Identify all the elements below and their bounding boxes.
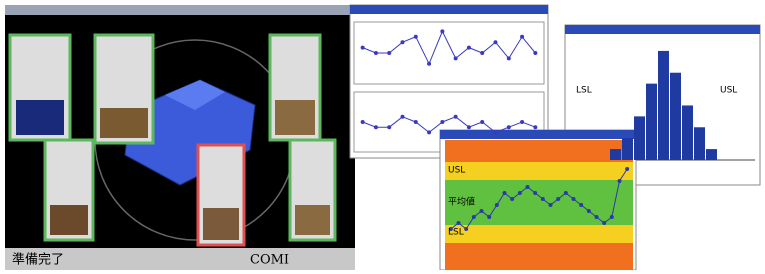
point	[361, 120, 365, 124]
title-bar	[350, 5, 548, 14]
page: 準備完了 COMI USL平均値LSLUSLLSL (() => { const…	[0, 0, 765, 270]
point	[610, 215, 614, 219]
point	[401, 40, 405, 44]
point	[480, 51, 484, 55]
point	[467, 46, 471, 50]
panel-image	[100, 108, 148, 138]
histogram-bar	[706, 149, 717, 160]
histogram-bar	[694, 127, 705, 160]
point	[494, 130, 498, 134]
histogram-bar	[610, 149, 621, 160]
zone-red	[445, 243, 633, 270]
point	[507, 56, 511, 60]
panel-image	[50, 205, 88, 235]
point	[427, 130, 431, 134]
point	[414, 35, 418, 39]
zone-red	[445, 140, 633, 162]
zone-yellow	[445, 225, 633, 243]
point	[507, 125, 511, 129]
point	[495, 203, 499, 207]
point	[480, 120, 484, 124]
point	[374, 125, 378, 129]
point	[361, 46, 365, 50]
histogram-bar	[634, 116, 645, 160]
point	[518, 191, 522, 195]
point	[494, 40, 498, 44]
panel-image	[275, 100, 315, 135]
status-right: COMI	[250, 253, 289, 268]
point	[440, 29, 444, 33]
point	[564, 191, 568, 195]
point	[454, 115, 458, 119]
histogram-bar	[646, 84, 657, 160]
point	[587, 209, 591, 213]
point	[625, 167, 629, 171]
point	[549, 203, 553, 207]
point	[533, 191, 537, 195]
point	[472, 215, 476, 219]
point	[520, 120, 524, 124]
zone-yellow	[445, 162, 633, 180]
title-bar	[5, 5, 355, 15]
point	[440, 120, 444, 124]
point	[387, 125, 391, 129]
status-left: 準備完了	[12, 252, 64, 268]
point	[427, 62, 431, 66]
point	[401, 115, 405, 119]
point	[467, 125, 471, 129]
point	[510, 197, 514, 201]
histogram-bar	[670, 73, 681, 160]
point	[602, 221, 606, 225]
spec-label: LSL	[576, 86, 592, 96]
point	[503, 191, 507, 195]
histogram-bar	[622, 138, 633, 160]
histogram-bar	[682, 105, 693, 160]
title-bar	[440, 130, 636, 139]
point	[618, 179, 622, 183]
zone-label: USL	[448, 166, 465, 176]
point	[387, 51, 391, 55]
point	[464, 227, 468, 231]
point	[556, 197, 560, 201]
point	[541, 197, 545, 201]
point	[374, 51, 378, 55]
point	[572, 197, 576, 201]
point	[457, 221, 461, 225]
point	[533, 125, 537, 129]
panel-image	[16, 100, 64, 135]
point	[579, 203, 583, 207]
zone-label: LSL	[448, 228, 464, 238]
panel-image	[295, 205, 330, 235]
point	[454, 56, 458, 60]
point	[526, 185, 530, 189]
point	[520, 35, 524, 39]
zone-label: 平均値	[448, 196, 475, 208]
histogram-bar	[658, 51, 669, 160]
point	[595, 215, 599, 219]
title-bar	[565, 25, 760, 34]
point	[414, 120, 418, 124]
point	[487, 215, 491, 219]
point	[480, 209, 484, 213]
spec-label: USL	[720, 86, 737, 96]
panel-image	[203, 208, 239, 240]
point	[533, 51, 537, 55]
screenshot: 準備完了 COMI USL 平均値 LSL USL LSL	[0, 0, 765, 270]
